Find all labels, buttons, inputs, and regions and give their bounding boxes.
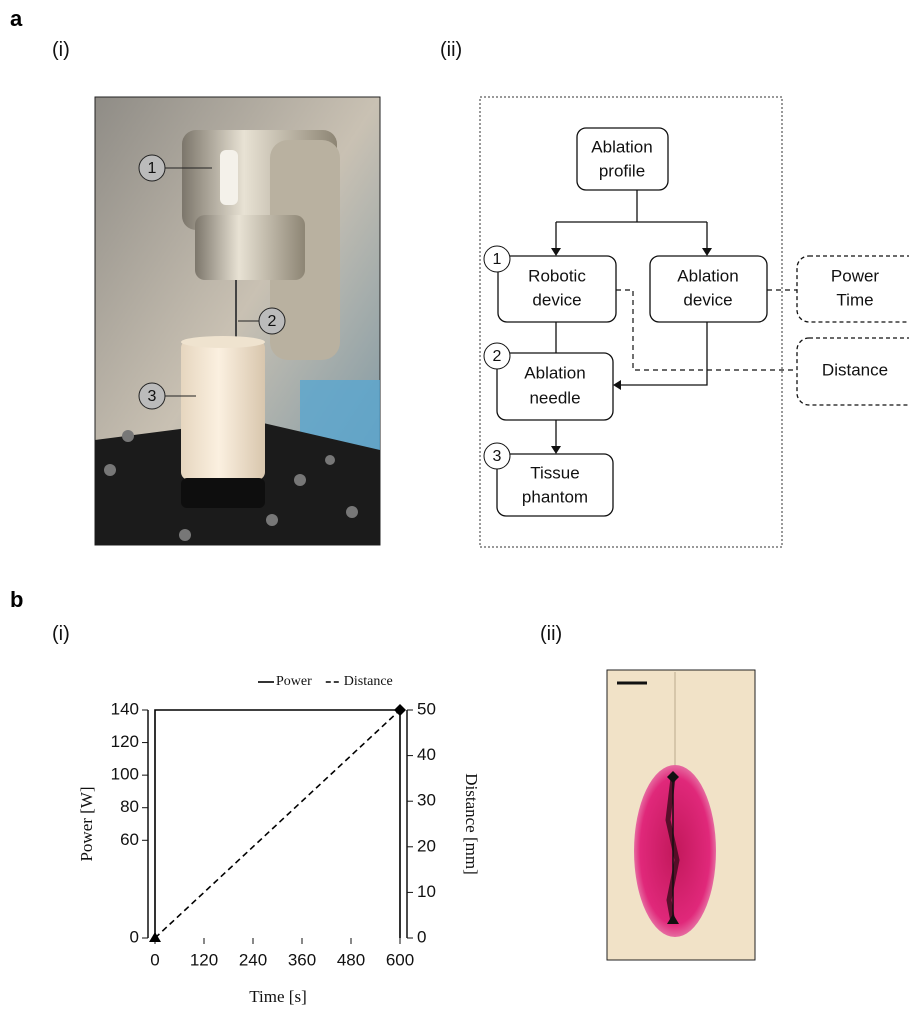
y2-tick-label: 40 [417,745,436,764]
x-tick-label: 360 [288,950,316,969]
sub-label: (i) [52,39,70,61]
step-number: 1 [493,251,502,268]
x-tick-label: 0 [150,950,159,969]
legend-label: Distance [344,674,393,689]
node-label: phantom [522,487,588,506]
x-tick-label: 120 [190,950,218,969]
diagram: Ablation profile Robotic device Ablation… [480,97,909,547]
node-label: device [683,290,732,309]
sub-label: (ii) [440,39,462,61]
node: Ablation device [650,256,767,322]
chart: Time [s] Power [W] Distance [mm] 0 120 240… [77,674,481,1006]
node-label: Tissue [530,463,579,482]
node-label: profile [599,161,645,180]
y-tick-label: 80 [120,797,139,816]
node: Distance [797,338,909,405]
node-label: Ablation [591,137,652,156]
endpoint-marker [149,932,161,942]
y-tick-label: 100 [111,765,139,784]
node-label: Distance [822,360,888,379]
panel-label: b [10,587,23,612]
step-number: 2 [493,348,502,365]
node-label: Ablation [524,363,585,382]
photo [607,670,755,960]
y-tick-label: 0 [130,927,139,946]
y-tick-label: 60 [120,830,139,849]
legend-label: Power [276,674,312,689]
node: Ablation profile [577,128,668,190]
y-tick-label: 140 [111,699,139,718]
panel-label: a [10,6,23,31]
node-label: needle [529,388,580,407]
node-label: Time [836,290,873,309]
photo [95,97,380,545]
sub-label: (ii) [540,623,562,645]
x-tick-label: 600 [386,950,414,969]
figure: a (i) (ii) b (i) (ii) 1 2 3 [0,0,909,1012]
y2-tick-label: 30 [417,791,436,810]
y-tick-label: 120 [111,732,139,751]
node-label: device [532,290,581,309]
callout-number: 3 [148,388,157,405]
node: Robotic device [498,256,616,322]
page: { "figure": {"panel_a": "a", "panel_b": … [0,0,909,1012]
endpoint-marker [394,704,406,716]
y2-tick-label: 10 [417,882,436,901]
sub-label: (i) [52,623,70,645]
y2-tick-label: 20 [417,836,436,855]
node: Tissue phantom [497,454,613,516]
y2-tick-label: 50 [417,699,436,718]
step-number: 3 [493,448,502,465]
y-axis-label: Power [W] [77,786,96,861]
x-axis-label: Time [s] [249,987,306,1006]
callout-number: 1 [148,160,157,177]
y2-tick-label: 0 [417,927,426,946]
node: Ablation needle [497,353,613,420]
x-tick-label: 240 [239,950,267,969]
node-label: Robotic [528,266,586,285]
y2-axis-label: Distance [mm] [462,773,481,875]
callout-number: 2 [268,313,277,330]
node-label: Ablation [677,266,738,285]
node-label: Power [831,266,880,285]
x-tick-label: 480 [337,950,365,969]
line-series [155,710,400,938]
node: Power Time [797,256,909,322]
